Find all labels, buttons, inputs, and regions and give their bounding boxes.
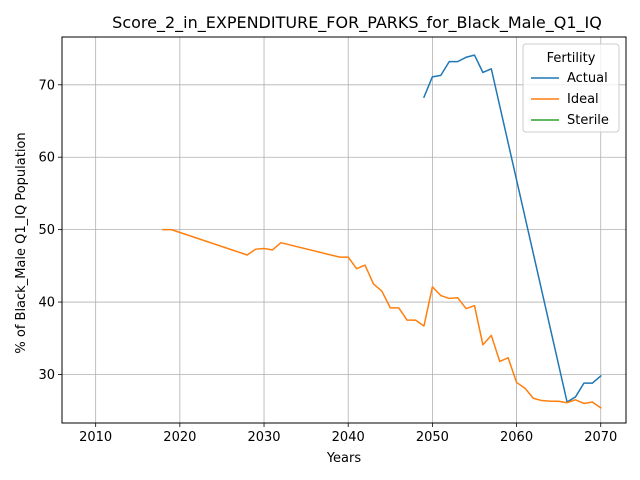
legend: Fertility Actual Ideal Sterile	[522, 43, 620, 133]
plot-area	[162, 54, 602, 409]
legend-entry-ideal: Ideal	[567, 92, 599, 107]
legend-entry-actual: Actual	[567, 71, 608, 86]
legend-box	[522, 43, 620, 133]
ticks: 2010 2020 2030 2040 2050 2060 2070 30 40 50 60 70	[38, 78, 617, 445]
y-tick-label: 70	[38, 78, 55, 93]
y-tick-label: 50	[38, 223, 55, 238]
y-tick-label: 30	[38, 368, 55, 383]
series-line-actual	[422, 54, 602, 403]
x-tick-label: 2060	[500, 430, 533, 445]
y-tick-label: 40	[38, 296, 55, 311]
x-tick-label: 2050	[416, 430, 449, 445]
x-tick-label: 2030	[247, 430, 280, 445]
series-line-ideal	[162, 228, 602, 409]
legend-entry-sterile: Sterile	[567, 113, 609, 128]
y-tick-label: 60	[38, 151, 55, 166]
x-tick-label: 2040	[332, 430, 365, 445]
x-tick-label: 2010	[79, 430, 112, 445]
x-axis-label: Years	[326, 451, 362, 466]
x-tick-label: 2070	[584, 430, 617, 445]
legend-title: Fertility	[547, 51, 596, 66]
chart-title: Score_2_in_EXPENDITURE_FOR_PARKS_for_Bla…	[112, 13, 602, 33]
y-axis-label: % of Black_Male Q1_IQ Population	[14, 132, 29, 353]
grid	[62, 37, 626, 423]
x-tick-label: 2020	[163, 430, 196, 445]
